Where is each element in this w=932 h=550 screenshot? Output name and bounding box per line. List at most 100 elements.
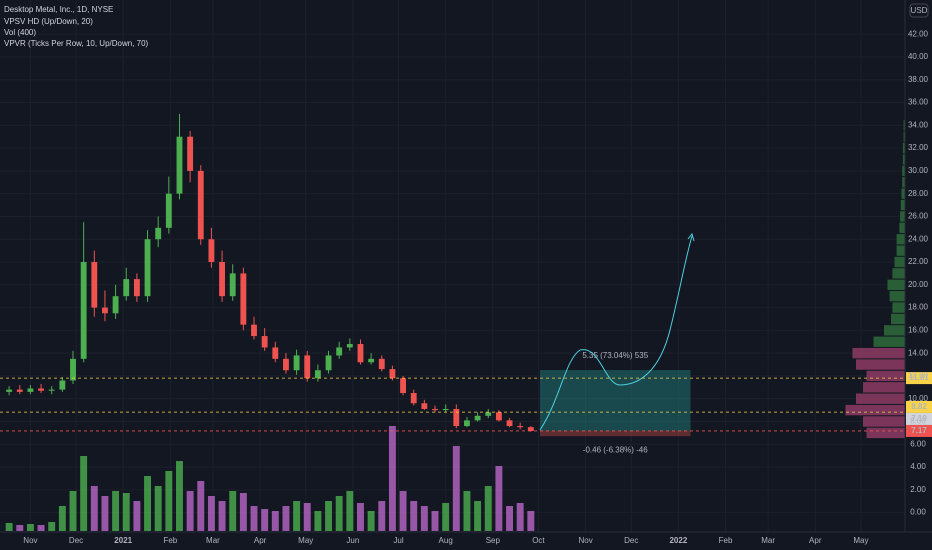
volume-bar (442, 503, 450, 531)
x-tick-label: Sep (486, 536, 501, 545)
candle-body (112, 296, 119, 314)
candle-body (102, 307, 108, 314)
volume-bar (474, 501, 482, 531)
profile-bar (902, 177, 905, 188)
candle-body (346, 344, 353, 348)
candle-body (80, 262, 87, 359)
x-tick-label: May (298, 536, 313, 545)
y-tick-label: 14.00 (908, 348, 929, 357)
y-tick-label: 38.00 (908, 75, 929, 84)
volume-bar (293, 501, 301, 531)
candle-body (442, 408, 449, 411)
y-tick-label: 26.00 (908, 212, 929, 221)
candle-body (304, 355, 311, 379)
volume-bar (90, 486, 98, 531)
price-label: 11.81 (909, 373, 929, 382)
volume-bar (367, 511, 375, 531)
y-tick-label: 20.00 (908, 280, 929, 289)
volume-bar (410, 501, 418, 531)
volume-bar (207, 496, 215, 531)
currency-box[interactable] (909, 3, 929, 18)
price-label: 8.82 (911, 402, 927, 411)
candle-body (400, 378, 406, 394)
indicator: VPVR (Ticks Per Row, 10, Up/Down, 70) (4, 39, 149, 48)
volume-bar (5, 523, 13, 531)
volume-bar (197, 481, 205, 531)
profile-bar (891, 313, 905, 325)
profile-bar (889, 290, 905, 302)
candle-body (229, 273, 236, 297)
currency[interactable]: USD (911, 6, 928, 15)
volume-bar (420, 506, 428, 531)
volume-bar (101, 496, 109, 531)
candle-body (251, 324, 257, 337)
candle-body (197, 170, 204, 240)
profile-bar (896, 234, 905, 245)
volume-profile (845, 120, 905, 439)
y-tick-label: 40.00 (908, 52, 929, 61)
profile-bar (903, 131, 905, 142)
stop-zone (539, 430, 691, 437)
x-tick-label: Mar (206, 536, 220, 545)
volume-bar (399, 491, 407, 531)
target-zone (539, 370, 691, 431)
candle-body (240, 273, 247, 325)
candle-body (165, 193, 172, 228)
volume-bar (271, 511, 279, 531)
profile-bar (863, 382, 905, 393)
profile-bar (866, 427, 905, 439)
y-tick-label: 36.00 (908, 98, 929, 107)
x-tick-label: Apr (254, 536, 267, 545)
y-tick-label: 2.00 (910, 485, 926, 494)
candle-body (16, 389, 23, 392)
profile-bar (900, 211, 905, 222)
candle-body (495, 412, 502, 421)
y-tick-label: 16.00 (908, 325, 929, 334)
candle-body (38, 388, 44, 391)
profile-bar (856, 393, 905, 404)
volume (5, 426, 535, 531)
volume-bar (335, 496, 343, 531)
volume-bar (69, 491, 77, 531)
volume-bar (58, 506, 66, 531)
candle-body (261, 336, 268, 348)
volume-bar (26, 524, 34, 531)
x-tick-label: May (853, 536, 868, 545)
candle-body (506, 420, 513, 427)
volume-bar (122, 493, 130, 531)
candle-body (453, 408, 460, 427)
profile-bar (900, 199, 905, 211)
x-tick-label: Jul (393, 536, 403, 545)
candle-body (336, 347, 343, 356)
stop-label: -0.46 (-6.38%) -46 (583, 445, 648, 454)
x-tick-label: Nov (578, 536, 592, 545)
grid (0, 0, 905, 532)
profile-bar (894, 256, 905, 268)
candle-body (389, 369, 396, 379)
target-label: 5.35 (73.04%) 535 (582, 351, 648, 360)
profile-bar (902, 154, 905, 165)
x-tick-label: Dec (624, 536, 638, 545)
candle-body (6, 389, 13, 392)
volume-bar (388, 426, 396, 531)
y-tick-label: 18.00 (908, 303, 929, 312)
candle-body (176, 136, 183, 194)
candle-body (272, 347, 279, 359)
volume-bar (282, 506, 290, 531)
volume-bar (250, 506, 258, 531)
profile-bar (887, 279, 905, 290)
volume-bar (80, 456, 88, 531)
y-tick-label: 4.00 (910, 462, 926, 471)
volume-bar (463, 491, 471, 531)
volume-bar (303, 503, 311, 531)
profile-bar (892, 268, 905, 279)
candle-body (91, 262, 98, 308)
volume-bar (484, 486, 492, 531)
candle-body (283, 358, 289, 371)
volume-bar (325, 501, 332, 531)
x-tick-label: 2022 (669, 536, 687, 545)
y-tick-label: 30.00 (908, 166, 929, 175)
volume-bar (452, 446, 460, 531)
projection-curve (539, 235, 693, 431)
